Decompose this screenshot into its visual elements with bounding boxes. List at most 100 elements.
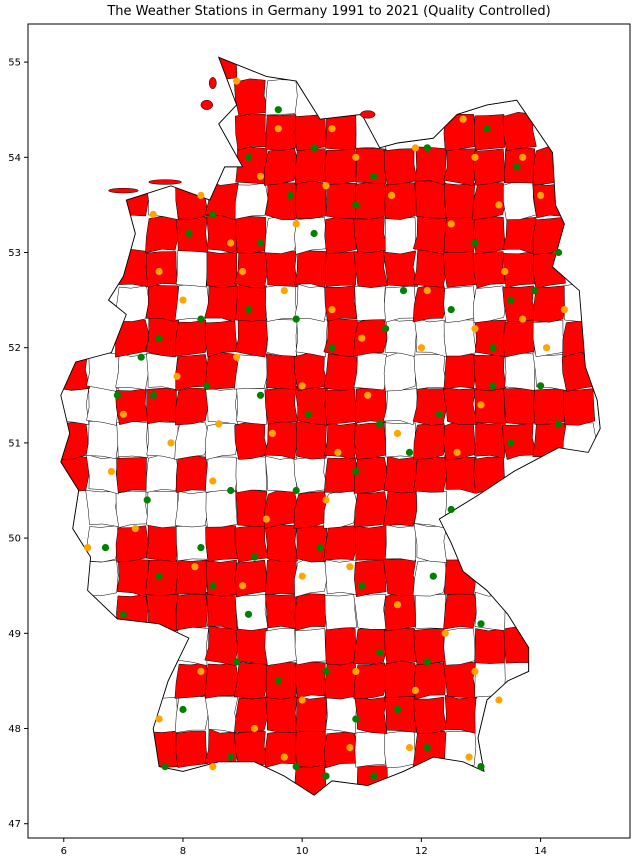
district-shape (86, 454, 120, 495)
district-shape (265, 557, 298, 595)
district-shape (60, 422, 88, 460)
district-shape (205, 456, 239, 493)
district-shape (236, 386, 268, 425)
district-shape (502, 318, 536, 358)
district-shape (204, 728, 240, 769)
district-shape (294, 249, 328, 288)
district-shape (205, 559, 238, 597)
station-point (393, 429, 402, 437)
district-shape (294, 217, 327, 255)
district-shape (472, 251, 508, 289)
station-point (250, 724, 259, 733)
district-shape (324, 285, 358, 322)
station-point (423, 744, 431, 752)
district-shape (562, 388, 596, 426)
district-shape (564, 283, 595, 322)
station-point (560, 306, 569, 314)
station-point (554, 248, 563, 257)
district-shape (175, 181, 209, 220)
station-point (298, 696, 306, 704)
station-point (328, 306, 336, 314)
station-point (310, 144, 318, 152)
district-shape (355, 147, 387, 185)
district-shape (474, 628, 506, 664)
district-shape (412, 249, 448, 288)
district-shape (234, 317, 269, 358)
district-shape (384, 660, 416, 699)
district-shape (293, 491, 329, 529)
district-shape (355, 525, 386, 561)
district-shape (145, 283, 179, 323)
district-shape (174, 420, 210, 460)
district-shape (204, 422, 238, 461)
district-shape (175, 731, 208, 768)
district-shape (205, 386, 239, 425)
station-point (209, 477, 217, 485)
district-shape (146, 696, 178, 733)
station-point (113, 391, 121, 399)
district-shape (443, 628, 476, 666)
station-point (393, 601, 402, 609)
station-point (376, 648, 384, 657)
district-shape (532, 182, 567, 219)
district-shape (294, 628, 328, 666)
station-point (322, 182, 330, 190)
district-shape (443, 285, 476, 323)
y-tick-label: 51 (8, 438, 21, 449)
district-shape (204, 625, 239, 666)
district-shape (473, 215, 506, 255)
district-shape (384, 217, 416, 255)
station-point (244, 153, 253, 161)
district-shape (353, 351, 388, 391)
station-point (215, 420, 223, 428)
station-point (352, 715, 360, 723)
station-point (483, 125, 491, 133)
station-point (137, 353, 145, 361)
station-point (197, 191, 205, 199)
district-shape (444, 694, 477, 734)
station-point (274, 106, 282, 114)
station-point (233, 353, 241, 361)
district-shape (415, 593, 446, 629)
station-point (352, 467, 360, 476)
district-shape (503, 180, 537, 220)
y-tick-label: 52 (8, 343, 21, 354)
district-shape (293, 456, 329, 494)
station-point (376, 420, 384, 428)
district-shape (86, 385, 120, 426)
station-point (286, 191, 294, 199)
district-shape (175, 250, 208, 288)
station-point (346, 744, 354, 752)
station-point (334, 448, 342, 456)
island-shape (108, 187, 139, 194)
district-shape (325, 626, 357, 666)
district-shape (413, 354, 448, 390)
station-point (256, 172, 265, 180)
station-point (495, 201, 503, 209)
district-shape (174, 662, 210, 699)
station-point (209, 763, 217, 771)
district-shape (264, 628, 298, 666)
station-point (322, 772, 330, 780)
station-point (543, 344, 551, 352)
district-shape (472, 181, 508, 221)
station-point (358, 334, 366, 342)
district-shape (295, 317, 328, 358)
station-point (167, 439, 175, 447)
district-shape (562, 319, 597, 358)
district-shape (503, 626, 537, 664)
y-tick-label: 49 (8, 629, 21, 640)
district-shape (233, 661, 270, 700)
district-shape (176, 625, 209, 666)
district-shape (354, 285, 388, 321)
district-shape (444, 731, 477, 767)
station-point (554, 420, 563, 428)
district-shape (174, 490, 210, 528)
district-shape (145, 730, 179, 768)
district-shape (443, 114, 476, 152)
station-point (227, 486, 235, 495)
district-shape (294, 765, 327, 796)
district-shape (115, 180, 149, 219)
x-tick-label: 12 (415, 846, 428, 857)
district-shape (384, 181, 416, 220)
